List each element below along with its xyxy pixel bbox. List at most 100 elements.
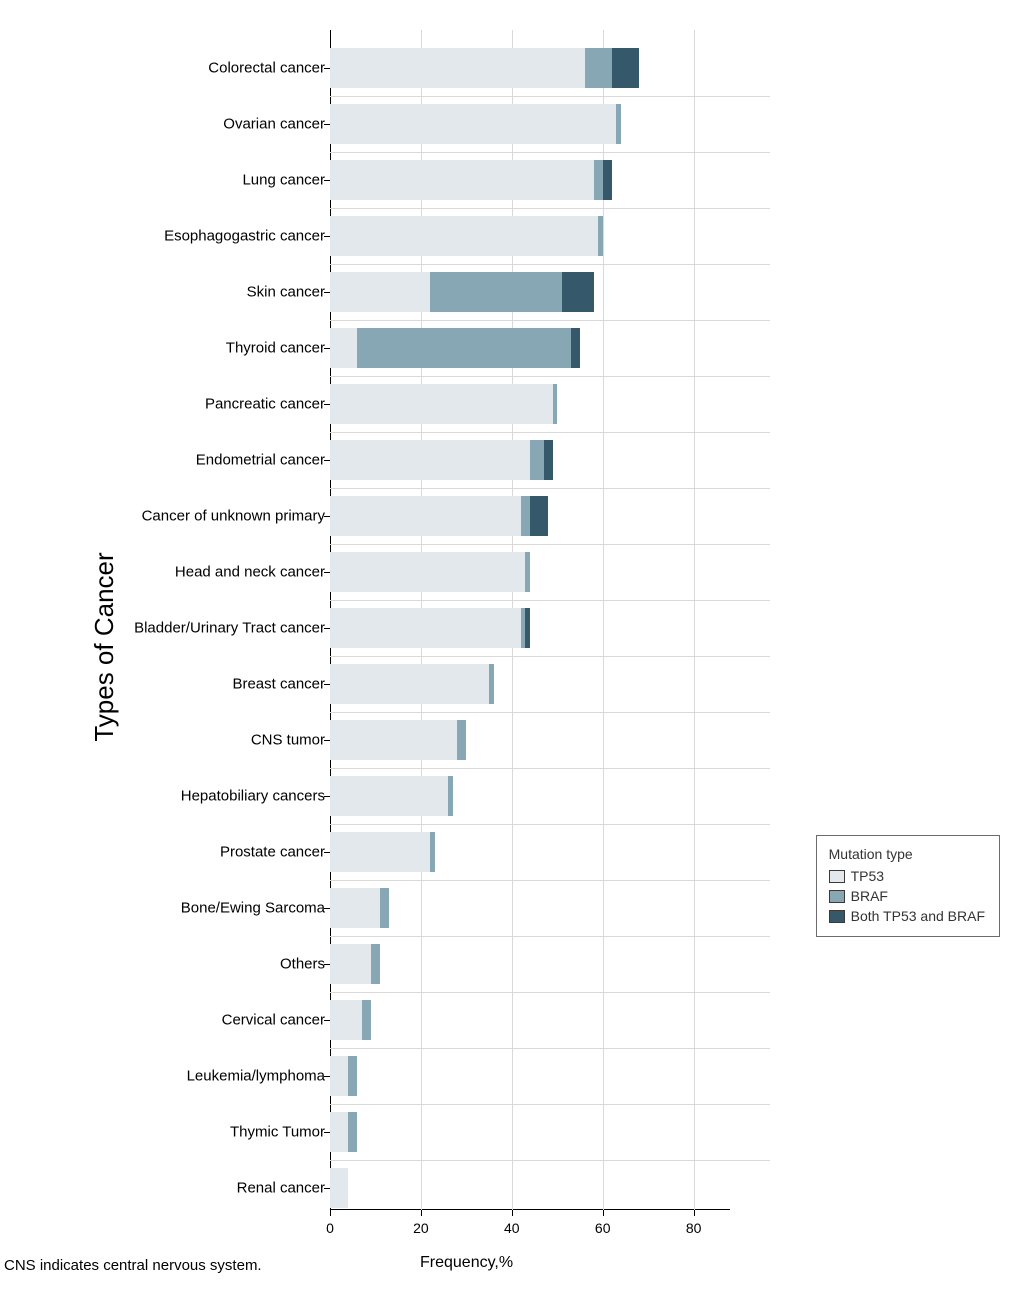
bar-segment-braf <box>521 496 530 536</box>
y-gridline <box>330 768 770 769</box>
bar-segment-braf <box>594 160 603 200</box>
bar-segment-tp53 <box>330 552 525 592</box>
bar-segment-braf <box>457 720 466 760</box>
bar-row <box>330 888 389 928</box>
bar-row <box>330 1112 357 1152</box>
x-tick <box>694 1210 695 1216</box>
bar-segment-tp53 <box>330 888 380 928</box>
bar-row <box>330 1056 357 1096</box>
category-label: Cervical cancer <box>222 1012 325 1029</box>
category-label: Ovarian cancer <box>223 116 325 133</box>
y-gridline <box>330 600 770 601</box>
bar-segment-both <box>562 272 594 312</box>
bar-segment-tp53 <box>330 720 457 760</box>
legend-swatch <box>829 870 845 883</box>
bar-segment-tp53 <box>330 272 430 312</box>
bar-row <box>330 1168 348 1208</box>
x-tick-label: 60 <box>595 1220 611 1236</box>
x-axis-label: Frequency,% <box>420 1254 513 1272</box>
bar-row <box>330 48 639 88</box>
legend-swatch <box>829 910 845 923</box>
bar-segment-tp53 <box>330 440 530 480</box>
y-gridline <box>330 152 770 153</box>
bar-segment-tp53 <box>330 608 521 648</box>
bar-segment-tp53 <box>330 48 585 88</box>
bar-segment-braf <box>553 384 558 424</box>
bar-segment-tp53 <box>330 1000 362 1040</box>
x-gridline <box>694 30 695 1210</box>
legend-item: Both TP53 and BRAF <box>829 908 985 924</box>
y-gridline <box>330 264 770 265</box>
bar-segment-braf <box>430 832 435 872</box>
x-tick <box>603 1210 604 1216</box>
y-gridline <box>330 432 770 433</box>
bar-segment-both <box>612 48 639 88</box>
y-gridline <box>330 320 770 321</box>
footnote: CNS indicates central nervous system. <box>4 1257 262 1274</box>
bar-segment-both <box>571 328 580 368</box>
category-label: Cancer of unknown primary <box>142 508 325 525</box>
y-gridline <box>330 1104 770 1105</box>
x-tick-label: 20 <box>413 1220 429 1236</box>
legend-label: BRAF <box>851 888 888 904</box>
bar-row <box>330 496 548 536</box>
bar-row <box>330 552 530 592</box>
y-axis-label: Types of Cancer <box>89 552 120 741</box>
bar-row <box>330 832 435 872</box>
bar-segment-tp53 <box>330 832 430 872</box>
bar-segment-braf <box>489 664 494 704</box>
bar-segment-braf <box>348 1056 357 1096</box>
plot-area: 020406080 <box>330 30 730 1210</box>
bar-row <box>330 216 603 256</box>
x-tick-label: 80 <box>686 1220 702 1236</box>
bar-segment-braf <box>362 1000 371 1040</box>
bar-row <box>330 608 530 648</box>
category-label: CNS tumor <box>251 732 325 749</box>
bar-segment-tp53 <box>330 776 448 816</box>
bar-segment-tp53 <box>330 664 489 704</box>
legend-title: Mutation type <box>829 846 985 862</box>
bar-segment-tp53 <box>330 104 616 144</box>
category-label: Head and neck cancer <box>175 564 325 581</box>
x-axis-line <box>330 1209 730 1210</box>
bar-segment-braf <box>585 48 612 88</box>
bar-segment-tp53 <box>330 216 598 256</box>
bar-row <box>330 272 594 312</box>
y-gridline <box>330 544 770 545</box>
category-label: Thymic Tumor <box>230 1124 325 1141</box>
y-gridline <box>330 656 770 657</box>
category-label: Endometrial cancer <box>196 452 325 469</box>
category-label: Skin cancer <box>247 284 325 301</box>
bar-segment-tp53 <box>330 496 521 536</box>
legend-label: TP53 <box>851 868 884 884</box>
bar-row <box>330 104 621 144</box>
bar-row <box>330 1000 371 1040</box>
y-gridline <box>330 1160 770 1161</box>
y-gridline <box>330 96 770 97</box>
bar-segment-both <box>544 440 553 480</box>
category-label: Others <box>280 956 325 973</box>
category-label: Bladder/Urinary Tract cancer <box>134 620 325 637</box>
bar-row <box>330 384 557 424</box>
bar-row <box>330 776 453 816</box>
legend: Mutation type TP53 BRAF Both TP53 and BRAF <box>816 835 1000 937</box>
bar-segment-braf <box>448 776 453 816</box>
bar-segment-both <box>525 608 530 648</box>
legend-item: BRAF <box>829 888 985 904</box>
bar-row <box>330 720 466 760</box>
y-gridline <box>330 1048 770 1049</box>
bar-segment-both <box>530 496 548 536</box>
category-label: Hepatobiliary cancers <box>181 788 325 805</box>
bar-row <box>330 440 553 480</box>
bar-row <box>330 944 380 984</box>
category-label: Lung cancer <box>242 172 325 189</box>
bar-segment-braf <box>357 328 571 368</box>
category-label: Thyroid cancer <box>226 340 325 357</box>
bar-segment-braf <box>616 104 621 144</box>
bar-segment-tp53 <box>330 1168 348 1208</box>
bar-row <box>330 328 580 368</box>
category-label: Breast cancer <box>232 676 325 693</box>
bar-segment-braf <box>598 216 603 256</box>
category-label: Prostate cancer <box>220 844 325 861</box>
category-label: Pancreatic cancer <box>205 396 325 413</box>
